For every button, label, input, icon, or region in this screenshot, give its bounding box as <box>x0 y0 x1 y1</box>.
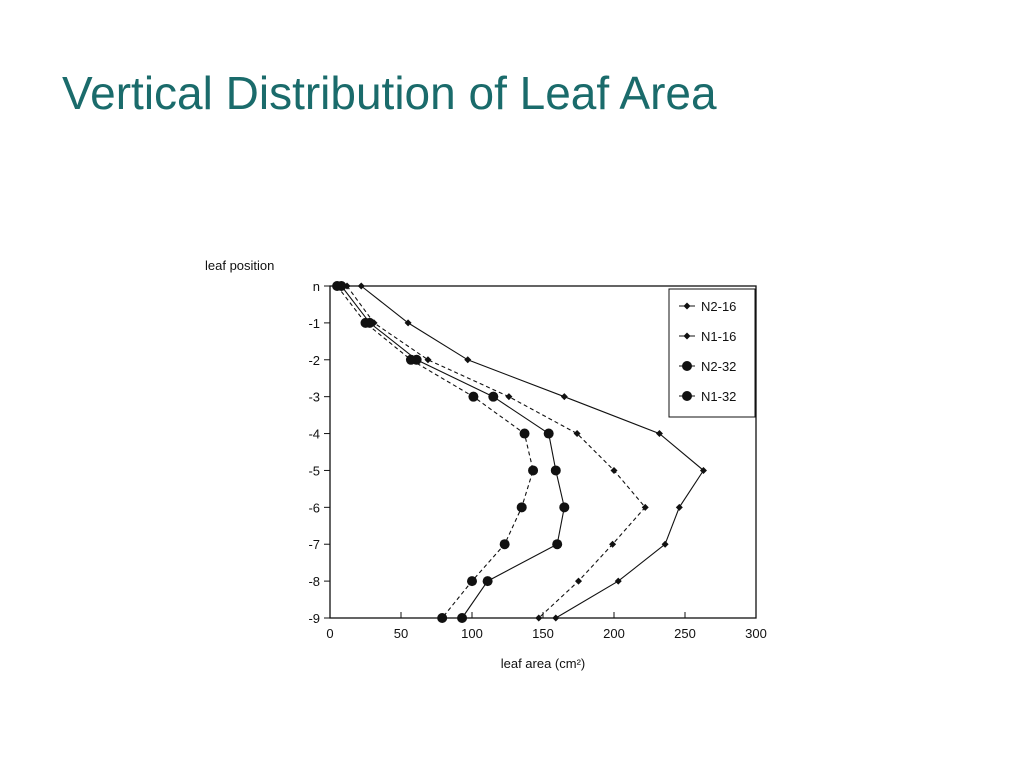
x-axis-label: leaf area (cm²) <box>501 656 586 671</box>
data-point-n1-16 <box>575 577 582 585</box>
data-point-n2-32 <box>550 465 561 476</box>
y-axis-label: leaf position <box>205 258 274 273</box>
data-point-n2-16 <box>357 282 365 290</box>
legend-label: N1-16 <box>701 329 736 344</box>
data-point-n1-16 <box>609 540 617 548</box>
data-point-n2-32 <box>488 391 499 402</box>
data-point-n2-32 <box>457 613 468 623</box>
data-point-n2-16 <box>464 356 472 364</box>
x-tick-label: 50 <box>394 626 408 641</box>
data-point-n2-16 <box>560 393 568 401</box>
data-point-n2-32 <box>543 428 554 439</box>
data-point-n2-32 <box>552 539 563 550</box>
series-line-n2-16 <box>360 285 705 619</box>
x-tick-label: 200 <box>603 626 625 641</box>
legend-marker <box>682 391 692 401</box>
y-tick-label: n <box>313 279 320 294</box>
legend-marker <box>682 361 692 371</box>
x-tick-label: 300 <box>745 626 767 641</box>
y-tick-label: -1 <box>308 316 320 331</box>
y-tick-label: -3 <box>308 390 320 405</box>
y-tick-label: -4 <box>308 427 320 442</box>
x-tick-label: 250 <box>674 626 696 641</box>
series-line-n1-32 <box>336 285 534 619</box>
series-line-n2-32 <box>340 285 565 619</box>
data-point-n2-16 <box>552 614 560 622</box>
data-point-n2-16 <box>655 430 663 438</box>
data-point-n1-32 <box>519 428 530 439</box>
data-point-n2-16 <box>404 319 412 327</box>
data-point-n1-32 <box>516 502 527 513</box>
data-point-n1-32 <box>360 317 371 328</box>
legend-label: N2-16 <box>701 299 736 314</box>
data-point-n2-16 <box>661 540 669 548</box>
data-point-n1-16 <box>641 503 649 511</box>
data-point-n2-32 <box>559 502 570 513</box>
series-line-n1-16 <box>346 285 646 619</box>
y-tick-label: -9 <box>308 611 320 626</box>
x-tick-label: 100 <box>461 626 483 641</box>
data-point-n1-32 <box>437 613 448 623</box>
data-point-n1-32 <box>405 354 416 365</box>
data-point-n1-32 <box>468 391 479 402</box>
data-point-n1-32 <box>467 576 477 587</box>
data-point-n1-16 <box>535 614 543 622</box>
y-tick-label: -8 <box>308 574 320 589</box>
data-point-n1-32 <box>332 281 343 291</box>
data-point-n1-16 <box>424 356 432 364</box>
data-point-n2-16 <box>675 503 683 511</box>
y-tick-label: -6 <box>308 500 320 515</box>
legend-marker <box>683 302 691 310</box>
data-point-n2-16 <box>699 466 707 474</box>
data-point-n2-32 <box>482 576 493 587</box>
x-tick-label: 0 <box>326 626 333 641</box>
legend-label: N1-32 <box>701 389 736 404</box>
slide-title: Vertical Distribution of Leaf Area <box>62 67 717 119</box>
y-tick-label: -5 <box>308 463 320 478</box>
x-tick-label: 150 <box>532 626 554 641</box>
data-point-n1-16 <box>505 393 513 401</box>
data-point-n1-32 <box>528 465 539 476</box>
data-point-n1-32 <box>499 539 510 550</box>
legend-marker <box>683 332 691 340</box>
data-point-n1-16 <box>573 430 581 438</box>
data-point-n1-16 <box>610 466 618 474</box>
y-tick-label: -7 <box>308 537 320 552</box>
y-tick-label: -2 <box>308 353 320 368</box>
legend-label: N2-32 <box>701 359 736 374</box>
data-point-n2-16 <box>614 577 622 585</box>
